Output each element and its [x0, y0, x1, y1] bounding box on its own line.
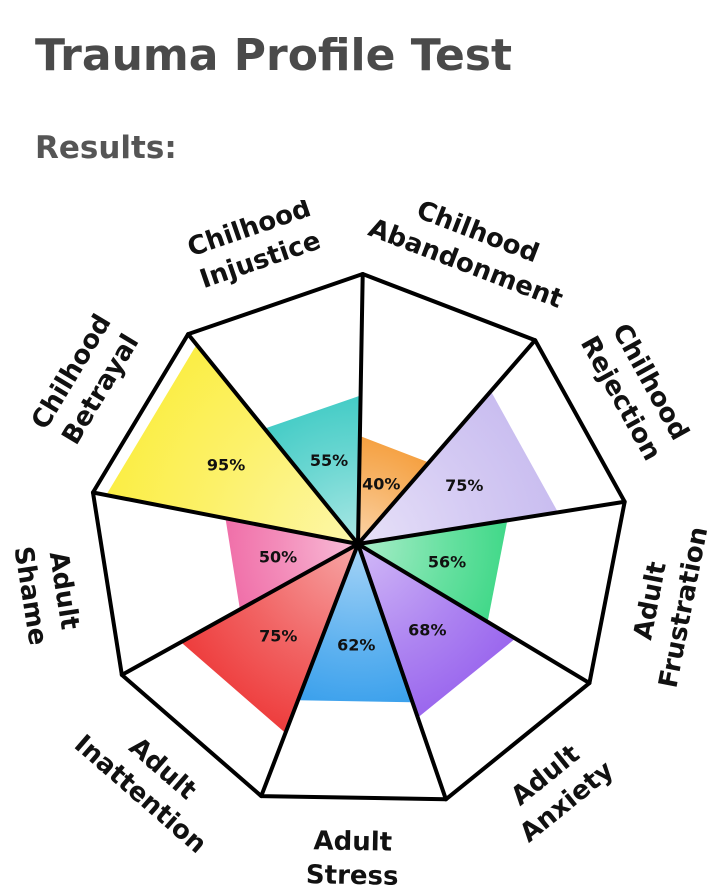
value-label-adult-anxiety: 68%: [408, 621, 446, 640]
value-label-chilhood-injustice: 55%: [310, 451, 348, 470]
value-label-adult-inattention: 75%: [259, 627, 297, 646]
category-label-chilhood-abandonment: ChilhoodAbandonment: [364, 200, 579, 315]
category-label-adult-inattention: AdultInattention: [68, 704, 234, 860]
wedge-adult-inattention: [180, 544, 358, 734]
wedge-chilhood-rejection: [358, 391, 559, 544]
chart-spoke: [356, 272, 365, 546]
value-label-adult-shame: 50%: [259, 548, 297, 567]
chart-spoke: [90, 490, 360, 546]
chart-spoke: [119, 542, 360, 677]
chart-outline: [90, 272, 627, 802]
value-label-chilhood-rejection: 75%: [445, 476, 483, 495]
value-label-chilhood-betrayal: 95%: [207, 456, 245, 475]
page-title: Trauma Profile Test: [35, 30, 513, 81]
chart-spoke: [356, 542, 592, 686]
category-label-line: Adult: [313, 826, 392, 857]
chart-spoke: [356, 542, 448, 802]
wedge-chilhood-abandonment: [358, 436, 429, 544]
outline-layer: [90, 272, 627, 802]
wedge-adult-shame: [225, 518, 358, 610]
wedge-chilhood-injustice: [264, 395, 361, 544]
value-label-adult-stress: 62%: [337, 635, 375, 654]
category-label-adult-frustration: AdultFrustration: [620, 518, 714, 691]
category-label-adult-shame: AdultShame: [7, 539, 86, 647]
chart-spoke: [259, 542, 360, 799]
wedge-adult-frustration: [358, 520, 508, 622]
chart-spoke: [356, 499, 627, 546]
category-label-adult-stress: Adult Stress: [306, 826, 400, 888]
value-label-layer: 40% 75% 56% 68% 62% 75% 50% 95% 55%: [207, 451, 483, 655]
trauma-profile-chart: 40% 75% 56% 68% 62% 75% 50% 95% 55% ChilhoodAban…: [7, 200, 714, 888]
wedge-adult-stress: [298, 544, 413, 703]
chart-spoke: [356, 338, 538, 546]
value-label-chilhood-abandonment: 40%: [362, 475, 400, 494]
value-label-adult-frustration: 56%: [428, 552, 466, 571]
chart-spoke: [186, 332, 360, 546]
results-heading: Results:: [35, 130, 177, 166]
wedge-adult-anxiety: [358, 544, 516, 718]
wedge-chilhood-betrayal: [106, 344, 358, 544]
wedge-layer: [106, 344, 559, 734]
category-label-line: Stress: [306, 860, 399, 888]
category-label-chilhood-injustice: ChilhoodInjustice: [184, 200, 326, 295]
